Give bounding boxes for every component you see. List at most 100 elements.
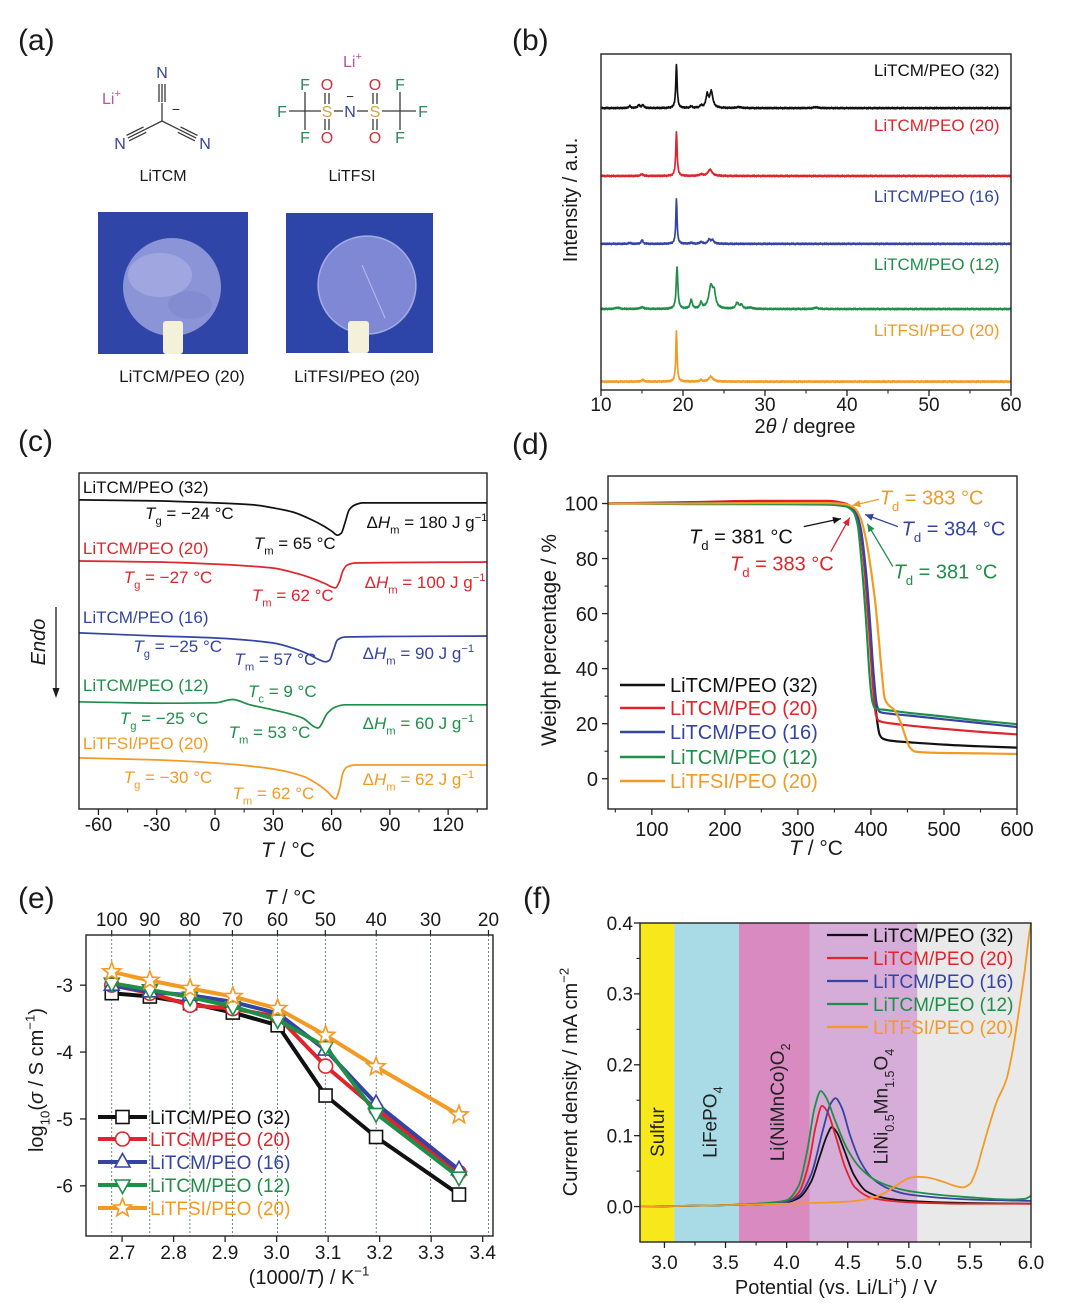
legend-label: LiTFSI/PEO (20) <box>670 771 818 793</box>
thermal-annotation-part: m <box>262 597 271 609</box>
top-tick-label: 60 <box>267 910 288 931</box>
band-label-part: 2 <box>779 1043 793 1050</box>
thermal-annotation: Tg = −24 °C <box>145 504 234 527</box>
band-label-part: Mn <box>872 1088 893 1114</box>
panel-a: Li+ N N N − LiTCM Li+ F <box>98 51 433 386</box>
star-marker <box>314 1023 337 1045</box>
bond-line <box>180 126 198 136</box>
decomposition-annotation-part: = 384 °C <box>921 518 1005 540</box>
star-marker <box>111 1196 134 1218</box>
triangle-down-marker <box>113 1179 132 1196</box>
panel-label-f: (f) <box>523 882 551 915</box>
cathode-window-band <box>738 923 810 1242</box>
decomposition-annotation: Td = 383 °C <box>880 488 984 514</box>
decomposition-annotation-part: T <box>689 526 703 548</box>
series-label: LiTFSI/PEO (20) <box>874 321 1000 340</box>
series-label: LiTCM/PEO (20) <box>83 539 209 558</box>
legend-label: LiTCM/PEO (16) <box>670 722 818 744</box>
panel-label-e: (e) <box>18 882 55 915</box>
x-tick-label: 6.0 <box>1018 1253 1044 1274</box>
dsc-curve <box>78 757 487 800</box>
y-tick-label: 0.2 <box>607 1056 633 1077</box>
thermal-annotation-part: = 100 J g <box>398 573 473 592</box>
band-label-part: LiFePO <box>701 1093 722 1157</box>
bond-line <box>144 120 163 131</box>
square-marker <box>368 1129 384 1145</box>
y-axis-title-part: −2 <box>557 968 572 983</box>
decomposition-annotation: Td = 384 °C <box>902 518 1006 544</box>
x-tick-label: 120 <box>432 815 464 836</box>
x-axis-title: (1000/T) / K−1 <box>249 1264 370 1289</box>
x-tick-label: 3.1 <box>315 1243 341 1264</box>
circle-marker <box>317 1058 334 1074</box>
thermal-annotation-part: m <box>388 584 397 596</box>
series-label: LiTFSI/PEO (20) <box>83 734 209 753</box>
xrd-pattern-line <box>600 198 1012 246</box>
x-tick-label: -30 <box>143 815 170 836</box>
x-axis-title-part: T <box>305 1267 319 1289</box>
thermal-annotation-part: g <box>155 515 161 527</box>
arrow-down-icon <box>52 688 60 698</box>
arrowhead-icon <box>865 514 874 521</box>
x-axis-title-part: 2 <box>755 416 766 438</box>
thermal-annotation-part: m <box>239 735 248 747</box>
charts: LiTCM/PEO (32)LiTCM/PEO (20)LiTCM/PEO (1… <box>23 53 1044 1299</box>
x-tick-label: 0 <box>210 815 221 836</box>
dsc-curve <box>78 560 488 589</box>
square-marker <box>115 1109 130 1125</box>
x-tick-label: 10 <box>590 395 611 416</box>
y-tick-label: 40 <box>576 659 598 681</box>
plot-frame <box>639 922 1032 1243</box>
conductivity-line <box>111 969 461 1117</box>
thermal-annotation-part: m <box>390 525 399 537</box>
panel-label-d: (d) <box>512 428 549 461</box>
thermal-annotation-part: g <box>134 579 140 591</box>
x-axis-title-part: θ <box>766 416 777 438</box>
triangle-down-marker <box>102 977 121 994</box>
legend-label: LiTCM/PEO (16) <box>873 972 1013 993</box>
decomposition-annotation: Td = 381 °C <box>894 562 998 588</box>
charge-sign: + <box>355 51 361 63</box>
thermal-annotation-part: = −30 °C <box>140 768 212 787</box>
thermal-annotation: Tm = 53 °C <box>229 723 311 746</box>
thermal-annotation-part: = 62 °C <box>252 784 314 803</box>
top-tick-label: 100 <box>96 910 128 931</box>
triangle-down-marker <box>316 1040 335 1057</box>
dsc-curve <box>78 499 487 537</box>
thermal-annotation-part: m <box>264 545 273 557</box>
photo-caption: LiTCM/PEO (20) <box>119 367 245 386</box>
x-tick-label: 300 <box>781 819 814 841</box>
thermal-annotation: Tg = −27 °C <box>124 568 213 591</box>
decomposition-annotation-part: d <box>701 538 708 553</box>
thermal-annotation: Tm = 62 °C <box>252 586 334 609</box>
thermal-annotation-part: T <box>133 637 145 656</box>
band-label-part: 0.5 <box>883 1114 897 1131</box>
x-axis-title-part: ) / K <box>318 1267 355 1289</box>
lithium-cation: Li+ <box>102 88 121 108</box>
legend-label: LiTFSI/PEO (20) <box>150 1199 290 1220</box>
nitrogen-atom: N <box>114 136 126 153</box>
y-tick-label: 100 <box>565 494 598 516</box>
thermal-annotation-part: = 180 J g <box>400 513 475 532</box>
top-tick-label: 50 <box>315 910 336 931</box>
legend-label: LiTCM/PEO (12) <box>150 1176 290 1197</box>
y-tick-label: 0.4 <box>607 914 634 935</box>
thermal-annotation: ΔHm = 180 J g−1 <box>367 512 488 537</box>
cathode-window-band <box>674 923 739 1242</box>
series-label: LiTCM/PEO (12) <box>874 255 1000 274</box>
star-marker <box>266 996 289 1019</box>
x-tick-label: 90 <box>379 815 400 836</box>
tga-curve <box>608 501 1018 756</box>
circle-marker <box>114 1131 131 1147</box>
thermal-annotation-part: g <box>134 780 140 792</box>
thermal-annotation-part: T <box>229 723 241 742</box>
x-tick-label: 100 <box>635 819 668 841</box>
panel-label-a: (a) <box>18 24 55 57</box>
y-tick-label: 0 <box>587 769 598 791</box>
x-axis-title-part: / °C <box>802 837 843 860</box>
oxygen-atom: O <box>321 77 333 94</box>
decomposition-annotation-part: d <box>742 565 749 580</box>
y-axis-title-part: σ <box>26 1091 48 1104</box>
sulfur-atom: S <box>322 104 333 121</box>
x-tick-label: -60 <box>85 815 112 836</box>
